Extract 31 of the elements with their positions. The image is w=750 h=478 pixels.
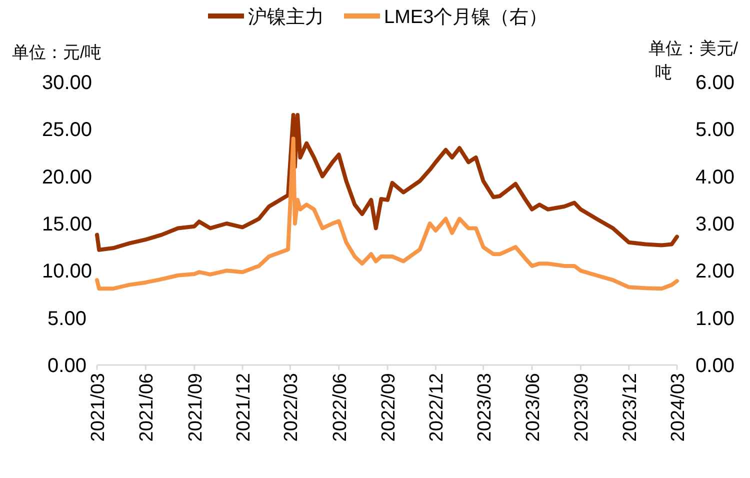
x-tick-label: 2021/12 bbox=[234, 373, 255, 442]
x-tick-label: 2022/09 bbox=[378, 373, 400, 442]
y-tick-label: 15.00 bbox=[42, 214, 92, 236]
x-tick-label: 2022/12 bbox=[426, 373, 448, 442]
y-tick-label: 0.00 bbox=[48, 355, 86, 377]
line-series bbox=[95, 136, 679, 291]
x-tick-label: 2022/03 bbox=[281, 373, 302, 442]
y-tick-label: 10.00 bbox=[42, 260, 92, 283]
x-tick-label: 2023/06 bbox=[523, 373, 544, 442]
y-tick-label: 5.00 bbox=[48, 308, 86, 330]
y-tick-label: 30.00 bbox=[42, 72, 92, 94]
line-series bbox=[95, 113, 679, 252]
x-tick-label: 2024/03 bbox=[668, 373, 689, 442]
legend-label: 沪镍主力 bbox=[248, 6, 324, 28]
x-tick-label: 2021/06 bbox=[136, 373, 158, 442]
legend-label: LME3个月镍（右） bbox=[384, 7, 548, 28]
x-tick-label: 2023/09 bbox=[572, 373, 593, 442]
x-tick-label: 2022/06 bbox=[330, 373, 351, 442]
y-tick-label: 20.00 bbox=[42, 166, 92, 188]
x-tick-label: 2021/09 bbox=[185, 373, 206, 442]
y-axis-title: 单位：元/吨 bbox=[12, 43, 102, 62]
y2-tick-label: 1.00 bbox=[696, 308, 734, 330]
y2-tick-label: 3.00 bbox=[696, 214, 734, 236]
y2-tick-label: 5.00 bbox=[696, 119, 734, 142]
y2-tick-label: 2.00 bbox=[696, 260, 734, 283]
x-tick-label: 2023/03 bbox=[474, 373, 496, 442]
y-tick-label: 25.00 bbox=[42, 119, 92, 142]
x-tick-label: 2023/12 bbox=[620, 373, 641, 442]
y2-tick-label: 0.00 bbox=[696, 355, 734, 377]
x-tick-label: 2021/03 bbox=[88, 373, 109, 442]
y2-tick-label: 4.00 bbox=[696, 166, 734, 188]
